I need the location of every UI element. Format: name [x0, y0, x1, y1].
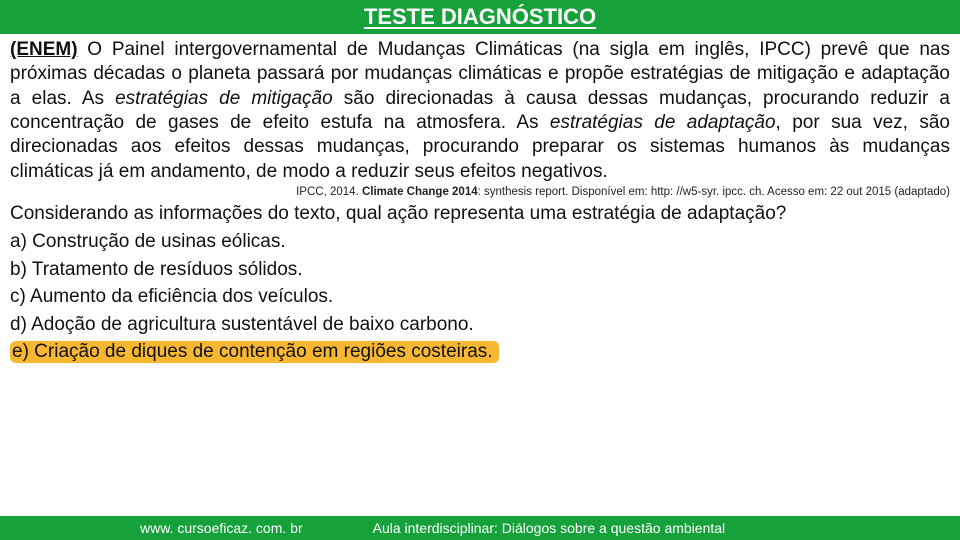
exam-tag: (ENEM): [10, 39, 78, 60]
option-e-wrapper[interactable]: e) Criação de diques de contenção em reg…: [10, 338, 950, 366]
passage-emphasis-2: estratégias de adaptação: [550, 112, 776, 133]
citation-bold: Climate Change 2014: [362, 186, 478, 198]
citation-pre: IPCC, 2014.: [296, 186, 362, 198]
options-list: a) Construção de usinas eólicas. b) Trat…: [0, 226, 960, 366]
question-text: Considerando as informações do texto, qu…: [0, 200, 960, 226]
page-title: TESTE DIAGNÓSTICO: [364, 4, 596, 30]
footer-course: Aula interdisciplinar: Diálogos sobre a …: [373, 520, 726, 536]
option-d[interactable]: d) Adoção de agricultura sustentável de …: [10, 311, 950, 339]
citation: IPCC, 2014. Climate Change 2014: synthes…: [0, 184, 960, 200]
option-b[interactable]: b) Tratamento de resíduos sólidos.: [10, 256, 950, 284]
footer-url: www. cursoeficaz. com. br: [140, 520, 303, 536]
citation-post: : synthesis report. Disponível em: http:…: [478, 186, 950, 198]
option-a[interactable]: a) Construção de usinas eólicas.: [10, 228, 950, 256]
footer-bar: www. cursoeficaz. com. br Aula interdisc…: [0, 516, 960, 540]
passage-text: (ENEM) O Painel intergovernamental de Mu…: [0, 34, 960, 184]
option-e-highlight: e) Criação de diques de contenção em reg…: [10, 341, 499, 363]
option-c[interactable]: c) Aumento da eficiência dos veículos.: [10, 283, 950, 311]
header-bar: TESTE DIAGNÓSTICO: [0, 0, 960, 34]
passage-emphasis-1: estratégias de mitigação: [115, 88, 333, 109]
